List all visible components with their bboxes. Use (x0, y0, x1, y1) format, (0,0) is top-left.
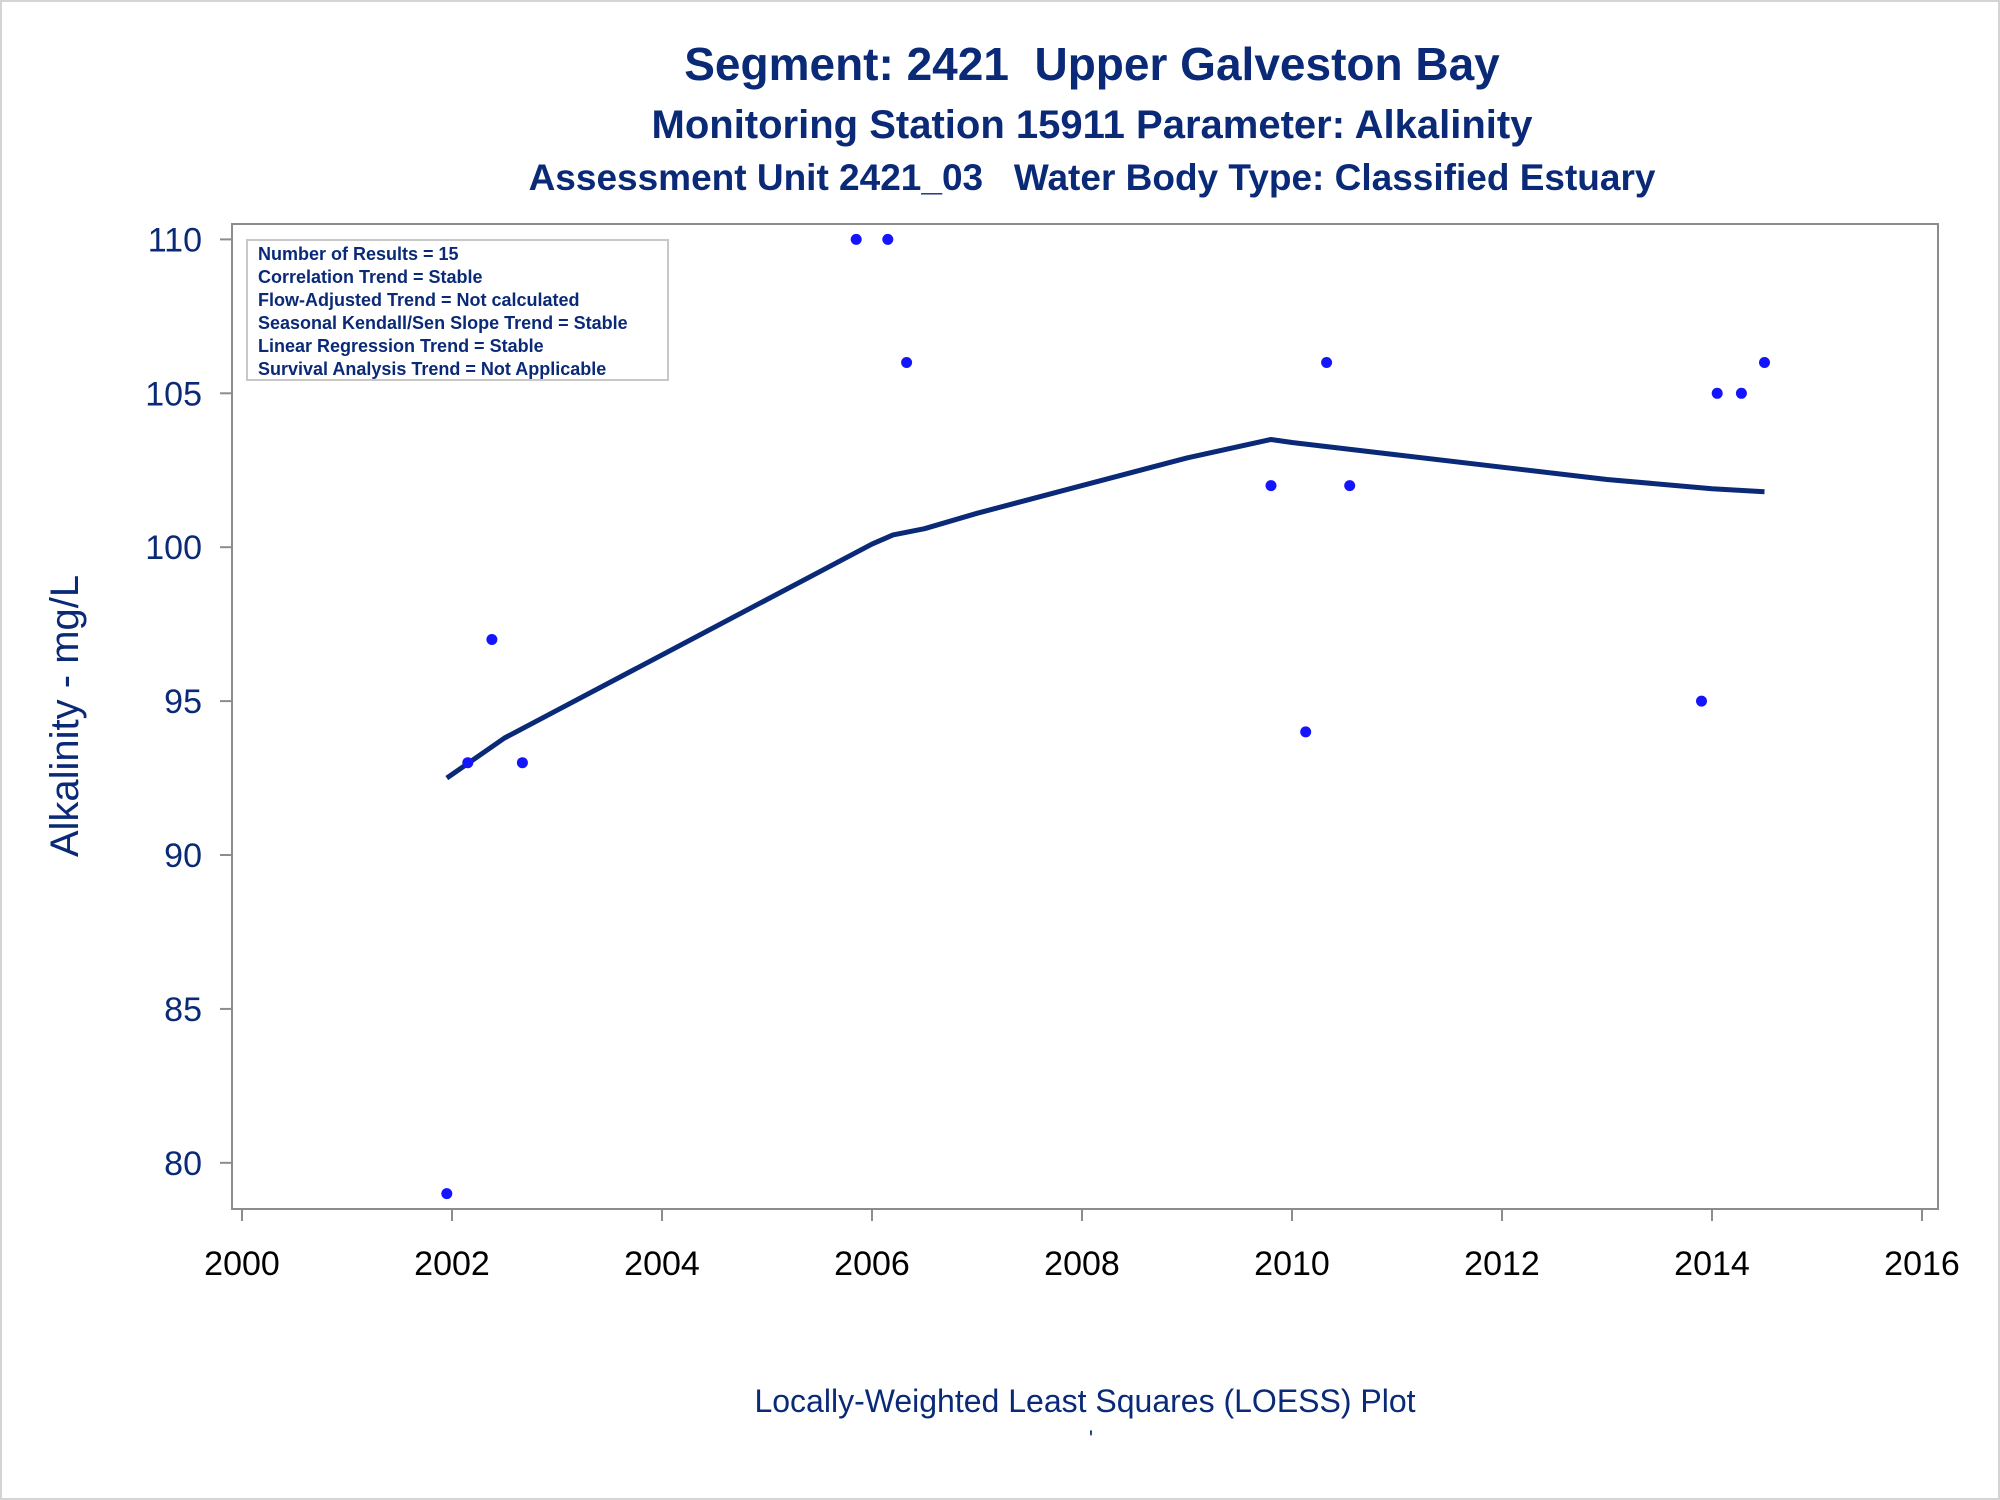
x-tick-label: 2010 (1254, 1245, 1330, 1283)
y-tick-label: 100 (145, 529, 202, 567)
chart-subtitle-2: Assessment Unit 2421_03 Water Body Type:… (529, 157, 1656, 198)
x-tick-label: 2014 (1674, 1245, 1750, 1283)
data-point (486, 634, 498, 645)
data-point (1711, 387, 1723, 399)
x-tick-label: 2012 (1464, 1245, 1540, 1283)
y-tick-label: 95 (164, 683, 202, 721)
data-point (882, 233, 894, 245)
data-point (1321, 357, 1333, 368)
x-tick-label: 2008 (1044, 1245, 1120, 1283)
y-tick-label: 90 (164, 837, 202, 875)
x-tick-label: 2006 (834, 1245, 910, 1283)
x-tick-label: 2002 (414, 1245, 490, 1283)
stats-line: Flow-Adjusted Trend = Not calculated (258, 290, 580, 310)
stats-line: Number of Results = 15 (258, 244, 459, 264)
data-point (1759, 357, 1770, 368)
stats-line: Correlation Trend = Stable (258, 267, 483, 287)
chart-subtitle: Monitoring Station 15911 Parameter: Alka… (652, 103, 1534, 147)
data-point (462, 757, 474, 769)
data-point (1696, 695, 1707, 707)
y-tick-label: 110 (148, 221, 202, 259)
y-tick-label: 105 (145, 375, 202, 413)
x-axis-label: Locally-Weighted Least Squares (LOESS) P… (754, 1383, 1415, 1419)
data-point (1300, 726, 1312, 738)
x-axis: 2000 2002 2004 2006 2008 2010 2012 2014 2016 (204, 1209, 1960, 1283)
x-tick-label: 2016 (1884, 1245, 1960, 1283)
x-tick-label: 2000 (204, 1245, 280, 1283)
data-point (850, 233, 862, 245)
plot-area (231, 223, 1939, 1210)
loess-line (445, 437, 1765, 781)
stats-line: Survival Analysis Trend = Not Applicable (258, 359, 606, 379)
y-tick-label: 80 (164, 1145, 202, 1183)
stats-box (246, 239, 669, 381)
data-point (901, 357, 913, 368)
stats-line: Linear Regression Trend = Stable (258, 336, 544, 356)
chart-title: Segment: 2421 Upper Galveston Bay (684, 38, 1500, 90)
data-point (441, 1188, 453, 1200)
data-points (441, 233, 1770, 1200)
data-point (1265, 480, 1277, 492)
y-tick-label: 85 (164, 991, 202, 1029)
data-point (1735, 387, 1747, 399)
y-axis-label: Alkalinity - mg/L (43, 575, 87, 857)
footnote-mark: ' (1089, 1426, 1093, 1451)
data-point (1344, 480, 1356, 492)
x-tick-label: 2004 (624, 1245, 700, 1283)
stats-line: Seasonal Kendall/Sen Slope Trend = Stabl… (258, 313, 628, 333)
y-axis: 80 85 90 95 100 105 110 (145, 221, 232, 1183)
data-point (516, 757, 528, 769)
